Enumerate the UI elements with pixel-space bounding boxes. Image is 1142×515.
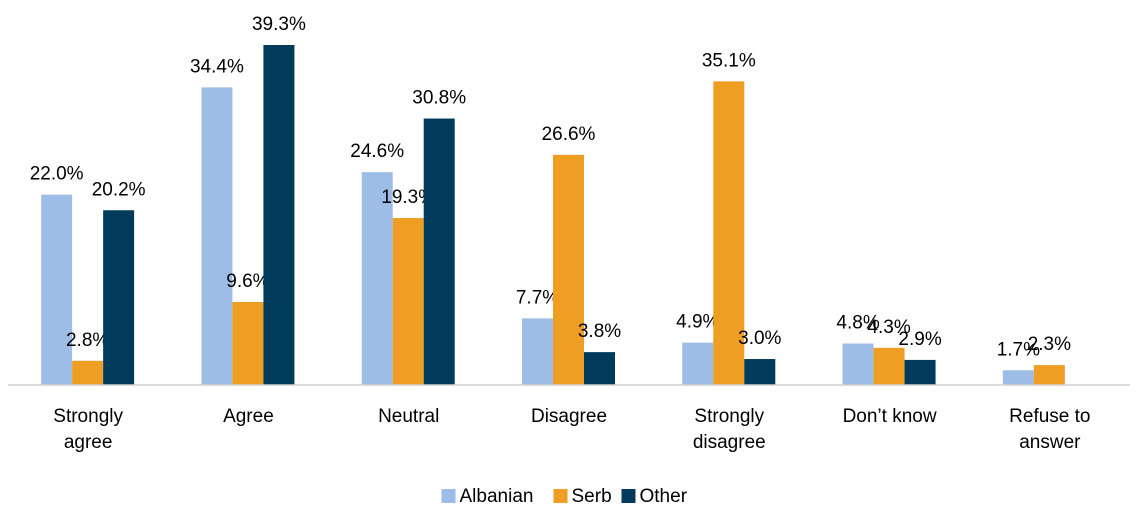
data-label: 4.8%	[836, 312, 879, 333]
bar	[103, 210, 135, 385]
data-label: 7.7%	[516, 287, 559, 308]
data-label: 35.1%	[702, 50, 756, 71]
data-label: 19.3%	[381, 187, 435, 208]
bar	[72, 360, 104, 385]
bar	[904, 359, 936, 385]
bar	[361, 172, 393, 385]
bar	[263, 45, 295, 385]
data-label: 26.6%	[542, 124, 596, 145]
bar	[873, 347, 905, 385]
bar	[713, 81, 745, 385]
data-label: 3.0%	[738, 328, 781, 349]
bar	[1033, 365, 1065, 385]
bar	[682, 342, 714, 385]
x-tick-label: Neutral	[378, 406, 440, 427]
bar	[842, 343, 874, 385]
bar	[41, 194, 73, 385]
x-tick-label: Refuse to answer	[1009, 406, 1091, 453]
x-tick-label: Don’t know	[842, 406, 937, 427]
legend-swatch	[621, 489, 636, 503]
data-label: 39.3%	[252, 14, 306, 35]
data-label: 34.4%	[190, 56, 244, 77]
bar	[584, 352, 615, 385]
bar	[201, 87, 233, 386]
data-label: 30.8%	[412, 88, 466, 109]
data-label: 24.6%	[350, 141, 404, 162]
data-label: 22.0%	[30, 164, 84, 185]
bar	[1002, 370, 1034, 385]
legend-label: Other	[640, 486, 688, 507]
bar	[553, 154, 584, 385]
bar	[392, 218, 424, 385]
x-tick-label: Disagree	[530, 406, 608, 427]
legend-label: Albanian	[460, 486, 534, 507]
data-label: 4.9%	[676, 312, 719, 333]
data-label: 2.3%	[1028, 334, 1071, 355]
data-label: 2.8%	[66, 330, 109, 351]
data-label: 2.9%	[898, 329, 941, 350]
data-label: 4.3%	[867, 317, 910, 338]
bar	[522, 318, 553, 385]
bar	[423, 118, 455, 385]
legend-swatch	[553, 489, 568, 503]
x-tick-label: Agree	[223, 406, 274, 427]
data-label: 20.2%	[92, 179, 146, 200]
x-tick-label: Strongly disagree	[692, 406, 766, 453]
data-label: 9.6%	[226, 271, 269, 292]
data-label: 1.7%	[997, 339, 1040, 360]
legend-label: Serb	[572, 486, 612, 507]
bar	[232, 301, 264, 385]
data-label: 3.8%	[578, 321, 621, 342]
x-tick-label: Strongly agree	[53, 406, 123, 453]
legend-swatch	[441, 489, 456, 503]
bar	[744, 359, 776, 385]
